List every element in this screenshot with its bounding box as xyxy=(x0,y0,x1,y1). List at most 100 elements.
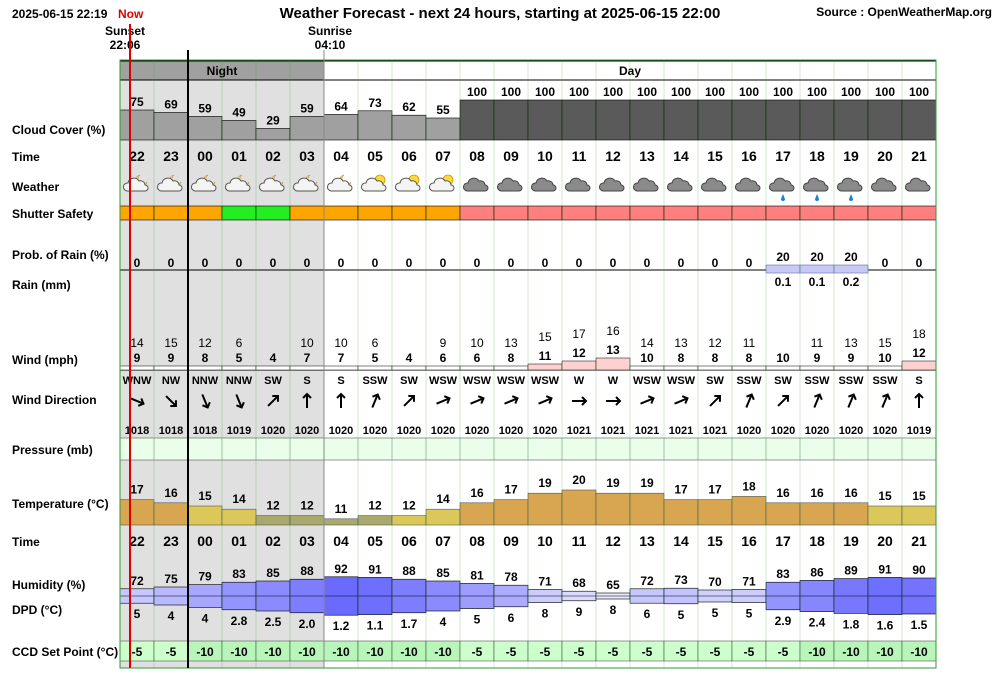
temperature-value: 16 xyxy=(776,486,790,500)
shutter-safety-cell xyxy=(527,205,563,221)
temperature-bar xyxy=(561,489,597,526)
dpd-value: 4 xyxy=(202,611,209,625)
wind-speed-bar xyxy=(221,365,257,371)
wind-speed-bar xyxy=(901,360,937,371)
ccd-setpoint-value: -10 xyxy=(298,645,316,659)
temperature-bar xyxy=(425,508,461,526)
wind-direction-label: SSW xyxy=(838,375,864,387)
cloud-cover-value: 100 xyxy=(705,85,725,99)
dpd-value: 2.4 xyxy=(809,616,826,630)
shutter-safety-cell xyxy=(561,205,597,221)
prob-rain-value: 0 xyxy=(202,256,209,270)
cloud-cover-value: 100 xyxy=(773,85,793,99)
wind-speed-value: 13 xyxy=(606,343,620,357)
humidity-value: 71 xyxy=(742,574,756,588)
wind-speed-bar xyxy=(561,360,597,371)
night-background xyxy=(120,60,324,668)
wind-speed-bar xyxy=(459,365,495,371)
time-label: 05 xyxy=(367,148,383,164)
header-now-label: Now xyxy=(118,7,144,21)
wind-direction-label: SSW xyxy=(872,375,898,387)
temperature-bar xyxy=(187,505,223,526)
temperature-value: 19 xyxy=(538,476,552,490)
cloud-cover-bar xyxy=(561,99,597,141)
wind-direction-label: WNW xyxy=(123,375,152,387)
wind-arrow-icon xyxy=(267,395,279,407)
ccd-setpoint-value: -10 xyxy=(910,645,928,659)
wind-direction-label: WSW xyxy=(429,375,458,387)
cloud-cover-bar xyxy=(357,110,393,141)
ccd-setpoint-value: -10 xyxy=(808,645,826,659)
humidity-value: 92 xyxy=(334,562,348,576)
cloud-cover-value: 62 xyxy=(402,100,416,114)
cloud-cover-value: 100 xyxy=(501,85,521,99)
ccd-setpoint-value: -5 xyxy=(676,645,687,659)
wind-direction-label: SW xyxy=(400,375,418,387)
shutter-safety-cell xyxy=(187,205,223,221)
prob-rain-value: 0 xyxy=(134,256,141,270)
shutter-safety-cell xyxy=(153,205,189,221)
wind-speed-value: 9 xyxy=(814,351,821,365)
cloud-icon xyxy=(565,177,591,192)
humidity-value: 88 xyxy=(402,564,416,578)
humidity-value: 83 xyxy=(776,567,790,581)
wind-arrow-icon xyxy=(674,395,689,405)
dpd-value: 1.5 xyxy=(911,618,928,632)
time-label: 01 xyxy=(231,148,247,164)
cloud-cover-bar xyxy=(221,120,257,141)
ccd-setpoint-value: -5 xyxy=(642,645,653,659)
cloud-cover-bar xyxy=(425,117,461,141)
time-label-bottom: 00 xyxy=(197,533,213,549)
rain-amount-value: 0.2 xyxy=(843,275,860,289)
time-label-bottom: 19 xyxy=(843,533,859,549)
wind-gust-value: 18 xyxy=(912,327,926,341)
dpd-value: 5 xyxy=(678,608,685,622)
shutter-safety-cell xyxy=(425,205,461,221)
wind-speed-bar xyxy=(187,365,223,371)
time-label-bottom: 17 xyxy=(775,533,791,549)
cloud-cover-bar xyxy=(867,99,903,141)
dpd-value: 2.9 xyxy=(775,614,792,628)
row-label-humidity: Humidity (%) xyxy=(12,578,85,592)
cloud-cover-value: 59 xyxy=(198,101,212,115)
humidity-value: 83 xyxy=(232,567,246,581)
cloud-cover-value: 59 xyxy=(300,101,314,115)
prob-rain-value: 20 xyxy=(776,250,790,264)
pressure-value: 1021 xyxy=(669,425,693,437)
temperature-value: 19 xyxy=(606,476,620,490)
time-label-bottom: 21 xyxy=(911,533,927,549)
cloud-cover-value: 100 xyxy=(841,85,861,99)
temperature-value: 14 xyxy=(232,492,246,506)
wind-speed-value: 10 xyxy=(878,351,892,365)
wind-gust-value: 16 xyxy=(606,324,620,338)
pressure-value: 1020 xyxy=(295,425,319,437)
wind-gust-value: 15 xyxy=(538,330,552,344)
wind-gust-value: 13 xyxy=(504,336,518,350)
row-label-cloud-cover: Cloud Cover (%) xyxy=(12,123,105,137)
shutter-safety-cell xyxy=(493,205,529,221)
wind-gust-value: 10 xyxy=(334,336,348,350)
temperature-value: 17 xyxy=(708,483,722,497)
cloud-cover-value: 100 xyxy=(569,85,589,99)
wind-arrow-icon xyxy=(235,394,245,409)
temperature-value: 16 xyxy=(810,486,824,500)
partly-cloudy-night-icon xyxy=(327,174,353,192)
row-label-shutter-safety: Shutter Safety xyxy=(12,207,94,221)
time-label-bottom: 16 xyxy=(741,533,757,549)
cloud-cover-value: 100 xyxy=(671,85,691,99)
shutter-safety-cell xyxy=(731,205,767,221)
time-label: 16 xyxy=(741,148,757,164)
temperature-bar xyxy=(357,515,393,526)
wind-direction-label: WSW xyxy=(667,375,696,387)
temperature-bar xyxy=(629,492,665,526)
time-label-bottom: 10 xyxy=(537,533,553,549)
wind-speed-bar xyxy=(833,365,869,371)
cloud-cover-bar xyxy=(187,116,223,141)
time-label-bottom: 12 xyxy=(605,533,621,549)
prob-rain-value: 0 xyxy=(678,256,685,270)
wind-speed-bar xyxy=(697,365,733,371)
temperature-value: 12 xyxy=(368,499,382,513)
ccd-setpoint-value: -10 xyxy=(876,645,894,659)
